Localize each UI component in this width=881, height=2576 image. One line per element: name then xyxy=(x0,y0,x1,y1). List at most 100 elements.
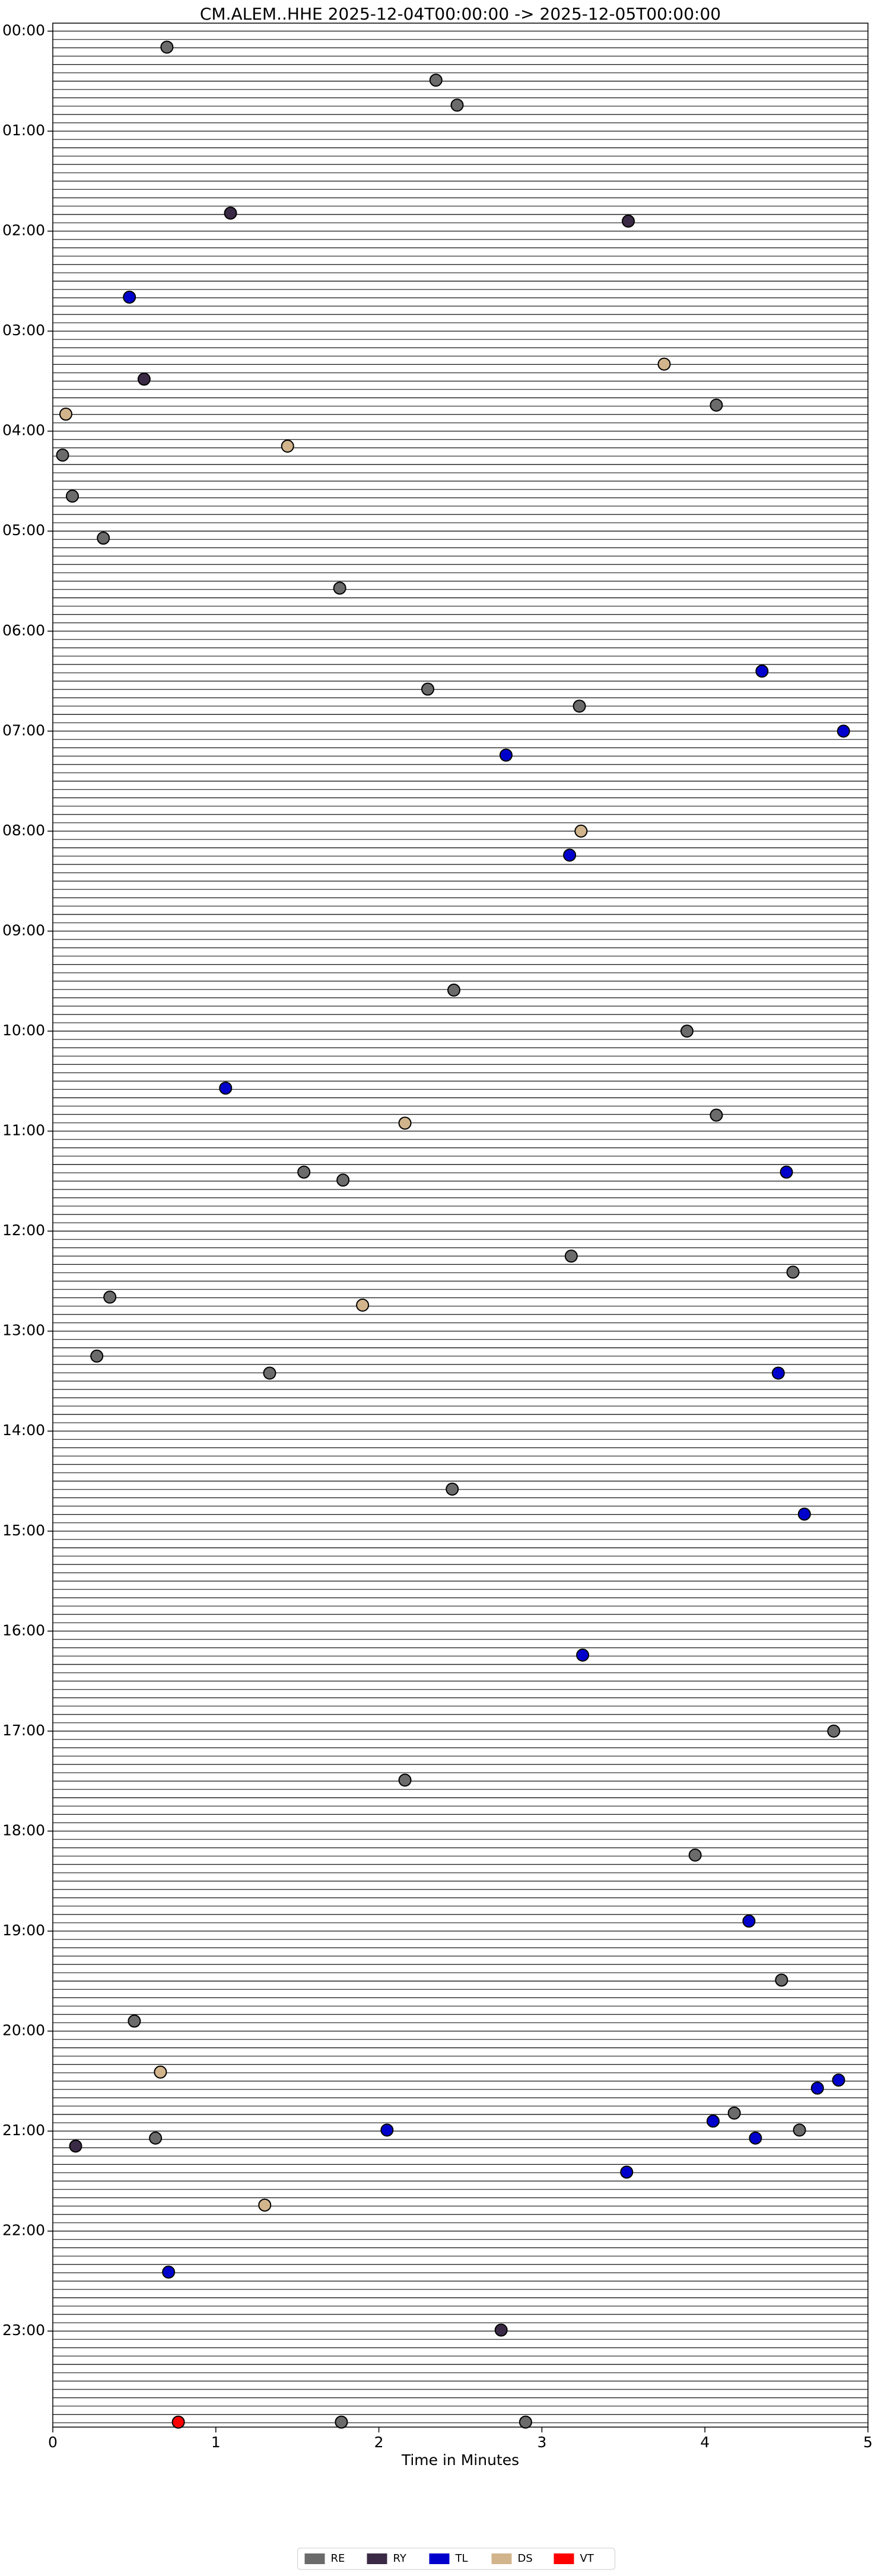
event-marker xyxy=(710,398,723,412)
y-tick-label: 20:00 xyxy=(2,2022,45,2039)
y-tick-label: 07:00 xyxy=(2,721,45,739)
event-marker xyxy=(837,724,850,738)
event-marker xyxy=(727,2106,741,2120)
y-tick-label: 16:00 xyxy=(2,1621,45,1639)
y-tick-label: 21:00 xyxy=(2,2122,45,2139)
legend-label: DS xyxy=(518,2552,533,2565)
event-marker xyxy=(380,2123,394,2137)
event-marker xyxy=(59,408,72,421)
event-marker xyxy=(154,2065,167,2079)
event-marker xyxy=(786,1265,800,1279)
x-tick-label: 4 xyxy=(700,2434,710,2451)
x-tick-label: 0 xyxy=(48,2434,58,2451)
event-marker xyxy=(499,748,513,762)
event-marker xyxy=(137,373,151,386)
event-marker xyxy=(263,1366,276,1380)
legend-swatch xyxy=(304,2553,325,2564)
y-tick-label: 05:00 xyxy=(2,521,45,539)
y-tick-label: 00:00 xyxy=(2,21,45,39)
event-marker xyxy=(576,1648,590,1662)
chart-title: CM.ALEM..HHE 2025-12-04T00:00:00 -> 2025… xyxy=(200,4,721,24)
y-tick-label: 23:00 xyxy=(2,2321,45,2339)
x-tick-label: 1 xyxy=(211,2434,221,2451)
y-tick-label: 22:00 xyxy=(2,2222,45,2239)
event-marker xyxy=(622,214,635,228)
event-marker xyxy=(398,1773,412,1787)
y-tick-label: 15:00 xyxy=(2,1522,45,1539)
event-marker xyxy=(688,1848,702,1862)
x-tick-label: 5 xyxy=(863,2434,873,2451)
event-marker xyxy=(810,2081,824,2095)
event-marker xyxy=(69,2139,82,2153)
legend-swatch xyxy=(429,2553,450,2564)
event-marker xyxy=(90,1349,104,1363)
event-marker xyxy=(780,1165,793,1179)
y-tick-label: 01:00 xyxy=(2,122,45,139)
y-tick-label: 12:00 xyxy=(2,1222,45,1239)
event-marker xyxy=(775,1973,788,1987)
legend-label: RY xyxy=(393,2552,407,2565)
event-marker xyxy=(103,1290,117,1304)
event-marker xyxy=(447,983,461,997)
event-marker xyxy=(563,848,577,862)
legend-swatch xyxy=(491,2553,512,2564)
event-marker xyxy=(56,449,69,462)
legend-swatch xyxy=(554,2553,574,2564)
x-axis-label: Time in Minutes xyxy=(401,2451,519,2469)
event-marker xyxy=(128,2014,141,2028)
y-tick-label: 19:00 xyxy=(2,1922,45,1939)
event-marker xyxy=(162,2265,176,2279)
event-marker xyxy=(832,2073,845,2087)
y-tick-label: 08:00 xyxy=(2,822,45,839)
event-marker xyxy=(742,1914,756,1928)
event-marker xyxy=(398,1117,412,1130)
event-marker xyxy=(160,40,174,54)
event-marker xyxy=(421,682,435,696)
y-tick-label: 04:00 xyxy=(2,422,45,439)
event-marker xyxy=(333,581,346,595)
event-marker xyxy=(771,1366,785,1380)
event-marker xyxy=(335,2415,348,2429)
y-tick-label: 02:00 xyxy=(2,222,45,239)
x-tick-label: 2 xyxy=(374,2434,384,2451)
event-marker xyxy=(494,2323,508,2337)
y-tick-label: 18:00 xyxy=(2,1821,45,1839)
event-marker xyxy=(755,664,769,678)
event-marker xyxy=(749,2131,762,2145)
event-marker xyxy=(297,1165,311,1179)
event-marker xyxy=(793,2123,806,2137)
event-marker xyxy=(706,2114,720,2128)
event-marker xyxy=(281,439,294,453)
y-tick-label: 11:00 xyxy=(2,1122,45,1139)
event-marker xyxy=(356,1298,370,1312)
legend-label: RE xyxy=(331,2552,345,2565)
event-marker xyxy=(573,699,586,713)
event-marker xyxy=(336,1173,350,1187)
y-tick-label: 09:00 xyxy=(2,921,45,939)
event-marker xyxy=(519,2415,532,2429)
event-marker xyxy=(65,489,79,503)
event-marker xyxy=(258,2198,272,2212)
event-marker xyxy=(429,74,443,87)
legend-label: TL xyxy=(455,2552,468,2565)
event-marker xyxy=(827,1724,841,1738)
event-marker xyxy=(450,98,464,112)
event-marker xyxy=(574,824,588,838)
event-marker xyxy=(564,1249,578,1263)
legend-swatch xyxy=(367,2553,387,2564)
axes-frame xyxy=(52,23,869,2428)
traces xyxy=(53,30,868,2424)
event-marker xyxy=(446,1482,459,1496)
event-marker xyxy=(710,1108,723,1122)
y-tick-label: 13:00 xyxy=(2,1322,45,1339)
event-marker xyxy=(149,2131,163,2145)
event-marker xyxy=(797,1508,811,1521)
y-tick-label: 14:00 xyxy=(2,1421,45,1439)
y-tick-label: 06:00 xyxy=(2,622,45,639)
event-marker xyxy=(219,1082,233,1095)
event-marker xyxy=(97,532,110,545)
event-marker xyxy=(171,2415,185,2429)
event-marker xyxy=(123,290,136,304)
